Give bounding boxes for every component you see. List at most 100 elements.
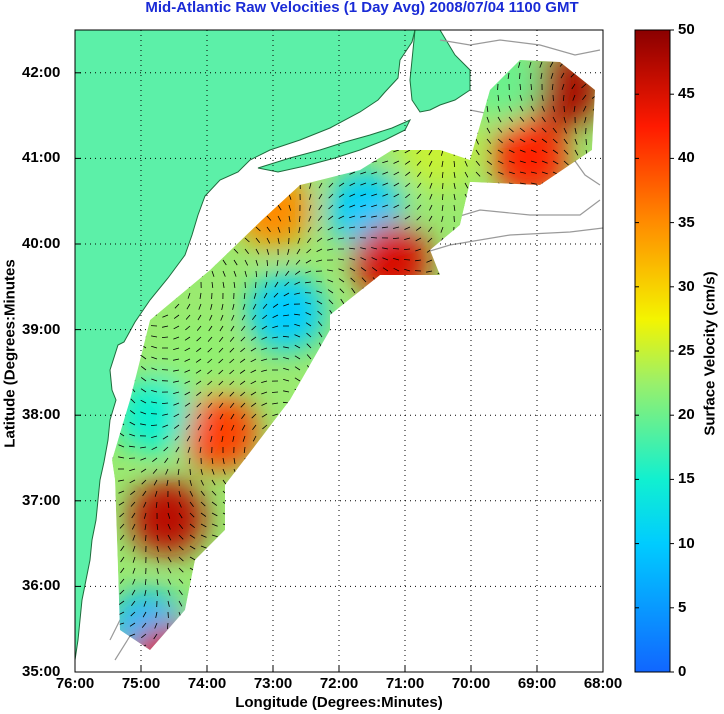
velocity-arrow <box>328 182 334 188</box>
velocity-arrow <box>285 270 290 277</box>
velocity-arrow <box>200 512 207 517</box>
velocity-arrow <box>552 138 558 144</box>
velocity-arrow <box>519 116 525 122</box>
velocity-arrow <box>541 127 547 133</box>
velocity-arrow <box>266 270 268 278</box>
velocity-arrow <box>338 215 345 219</box>
velocity-arrow <box>570 72 576 78</box>
velocity-arrow <box>530 83 532 91</box>
velocity-arrow <box>167 501 170 508</box>
velocity-arrow <box>299 215 301 223</box>
velocity-arrow <box>167 545 172 552</box>
x-axis-label: Longitude (Degrees:Minutes) <box>235 694 443 711</box>
velocity-arrow <box>218 336 224 342</box>
velocity-arrow <box>261 413 268 418</box>
velocity-arrow <box>294 344 301 349</box>
velocity-arrow <box>317 226 323 232</box>
velocity-arrow <box>486 160 493 166</box>
velocity-arrow <box>416 149 422 155</box>
velocity-arrow <box>519 105 524 112</box>
velocity-arrow <box>519 182 526 185</box>
velocity-arrow <box>262 314 268 320</box>
velocity-arrow <box>178 567 184 573</box>
velocity-arrow <box>392 237 400 239</box>
velocity-arrow <box>272 402 279 405</box>
velocity-arrow <box>404 226 411 230</box>
velocity-arrow <box>530 138 537 143</box>
x-tick-label: 69:00 <box>517 675 557 692</box>
velocity-arrow <box>541 116 546 123</box>
velocity-arrow <box>189 545 196 550</box>
velocity-arrow <box>297 237 301 244</box>
velocity-arrow <box>232 303 235 310</box>
velocity-arrow <box>283 292 290 297</box>
velocity-arrow <box>196 402 202 408</box>
velocity-arrow <box>250 369 257 374</box>
velocity-arrow <box>561 83 565 90</box>
velocity-arrow <box>530 94 534 101</box>
velocity-arrow <box>393 215 400 219</box>
velocity-arrow <box>349 204 356 208</box>
velocity-zone <box>248 274 325 351</box>
velocity-arrow <box>338 268 345 272</box>
velocity-arrow <box>240 325 246 331</box>
velocity-arrow <box>196 413 202 419</box>
velocity-arrow <box>261 347 268 351</box>
velocity-arrow <box>151 345 158 349</box>
y-tick-label: 38:00 <box>22 406 61 424</box>
velocity-arrow <box>144 578 147 586</box>
velocity-arrow <box>263 292 268 299</box>
velocity-arrow <box>118 456 125 459</box>
velocity-arrow <box>211 534 218 538</box>
velocity-arrow <box>486 127 491 134</box>
velocity-arrow <box>119 512 125 518</box>
velocity-arrow <box>140 365 147 371</box>
velocity-arrow <box>208 413 213 420</box>
velocity-arrow <box>583 105 587 112</box>
velocity-arrow <box>486 138 492 144</box>
velocity-arrow <box>197 424 202 431</box>
velocity-arrow <box>200 523 207 528</box>
velocity-arrow <box>327 226 334 231</box>
velocity-arrow <box>382 204 389 208</box>
velocity-arrow <box>486 171 493 176</box>
velocity-arrow <box>416 193 422 199</box>
velocity-arrow <box>294 355 301 360</box>
velocity-arrow <box>306 237 312 243</box>
velocity-arrow <box>189 523 195 529</box>
velocity-arrow <box>382 182 389 186</box>
velocity-arrow <box>508 94 511 101</box>
velocity-arrow <box>200 468 203 475</box>
velocity-arrow <box>393 149 400 153</box>
velocity-arrow <box>441 215 444 222</box>
velocity-arrow <box>440 226 444 233</box>
velocity-arrow <box>167 578 172 585</box>
velocity-arrow <box>508 138 515 143</box>
velocity-arrow <box>317 310 323 316</box>
velocity-arrow <box>153 633 158 640</box>
velocity-arrow <box>129 479 136 484</box>
velocity-arrow <box>283 367 290 371</box>
velocity-arrow <box>318 331 323 338</box>
velocity-arrow <box>261 336 268 340</box>
velocity-arrow <box>585 138 587 146</box>
velocity-arrow <box>327 279 334 283</box>
velocity-arrow <box>573 105 576 112</box>
velocity-arrow <box>140 468 147 473</box>
velocity-arrow <box>255 281 257 289</box>
velocity-arrow <box>316 248 323 252</box>
velocity-arrow <box>195 380 202 385</box>
velocity-arrow <box>338 182 345 187</box>
velocity-arrow <box>129 468 136 472</box>
velocity-arrow <box>189 479 192 486</box>
velocity-arrow <box>178 501 182 508</box>
velocity-arrow <box>464 171 469 178</box>
velocity-arrow <box>464 182 469 189</box>
velocity-arrow <box>150 424 158 426</box>
velocity-arrow <box>306 343 312 349</box>
velocity-arrow <box>316 290 323 294</box>
velocity-arrow <box>497 138 503 144</box>
velocity-arrow <box>208 325 213 332</box>
velocity-arrow <box>184 369 191 373</box>
velocity-arrow <box>404 204 411 209</box>
